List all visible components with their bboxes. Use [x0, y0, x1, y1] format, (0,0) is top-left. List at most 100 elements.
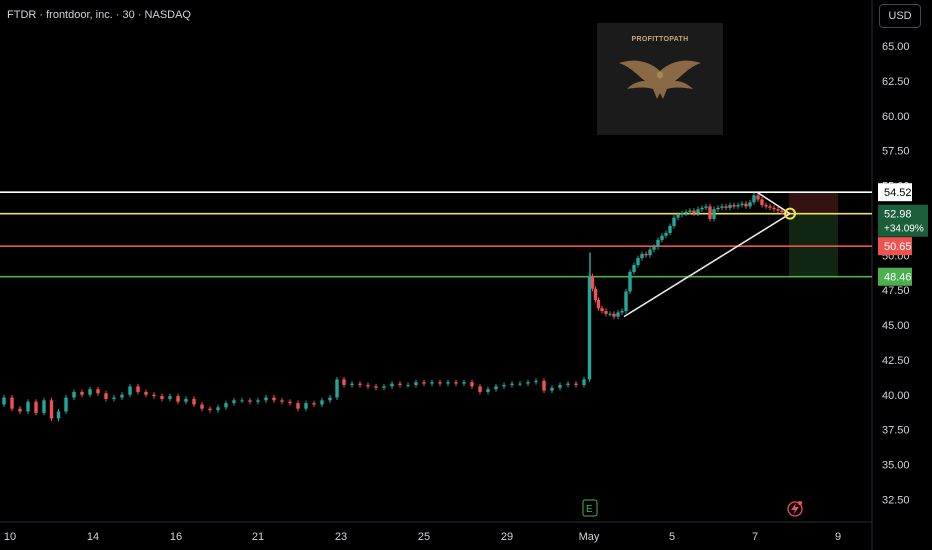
candle	[26, 401, 30, 412]
candle	[652, 246, 656, 250]
y-tick-label: 37.50	[882, 425, 910, 437]
candle	[208, 408, 212, 411]
candle	[542, 380, 546, 391]
candle	[724, 206, 728, 208]
candle	[414, 382, 418, 385]
candle	[120, 394, 124, 398]
candle	[660, 235, 664, 240]
candle	[200, 404, 204, 409]
candle	[608, 313, 612, 315]
x-tick-label: 16	[170, 531, 182, 543]
candle	[216, 407, 220, 411]
candle	[64, 397, 68, 412]
y-tick-label: 45.00	[882, 320, 910, 332]
candle	[596, 299, 601, 309]
candle	[224, 403, 228, 408]
candle	[510, 383, 514, 385]
candle	[72, 391, 76, 398]
symbol-title: FTDR · frontdoor, inc. · 30 · NASDAQ	[7, 9, 191, 21]
candle	[644, 253, 648, 256]
candle	[616, 312, 620, 317]
x-tick-label: 25	[418, 531, 430, 543]
candle	[406, 384, 410, 386]
x-tick-label: 9	[835, 531, 841, 543]
candle	[696, 209, 700, 214]
candle	[350, 383, 354, 385]
candle	[672, 217, 676, 226]
candle	[574, 383, 578, 385]
candle	[104, 393, 108, 399]
candle	[636, 258, 640, 266]
x-tick-label: 7	[752, 531, 758, 543]
candle	[668, 225, 672, 233]
candle	[470, 382, 474, 387]
stop-loss-zone	[789, 192, 838, 214]
candle	[772, 207, 776, 210]
candle	[518, 383, 522, 385]
candle	[684, 212, 688, 214]
candle	[422, 382, 426, 384]
event-bolt-icon	[787, 501, 803, 517]
candle	[184, 398, 188, 402]
current-price-label-bg	[878, 204, 928, 237]
candle	[526, 382, 530, 384]
candle	[454, 382, 458, 384]
candle	[752, 195, 756, 203]
y-tick-label: 42.50	[882, 355, 910, 367]
candle	[566, 383, 570, 385]
candle	[680, 213, 684, 215]
candle	[760, 199, 764, 206]
candle	[374, 386, 378, 388]
candle	[704, 206, 708, 208]
candle	[648, 249, 652, 256]
candle	[628, 271, 632, 292]
candle	[582, 379, 586, 385]
candle	[112, 397, 116, 399]
candle	[590, 276, 595, 289]
candle	[692, 210, 696, 214]
notification-dot	[798, 501, 802, 505]
candle	[736, 205, 740, 207]
candle	[550, 387, 554, 391]
x-tick-label: 23	[335, 531, 347, 543]
price-label-resistance: 54.52	[884, 187, 912, 199]
y-tick-label: 40.00	[882, 390, 910, 402]
candle	[720, 206, 724, 208]
currency-button[interactable]: USD	[879, 4, 921, 28]
y-tick-label: 60.00	[882, 111, 910, 123]
candle	[632, 265, 636, 272]
candle	[712, 209, 716, 219]
candle	[232, 400, 236, 404]
candle	[128, 386, 132, 395]
candle	[176, 396, 180, 402]
candle	[462, 382, 466, 384]
candle	[168, 396, 172, 399]
price-label-target-bg	[878, 267, 912, 286]
candle	[335, 379, 339, 398]
price-change-label: +34.09%	[884, 224, 924, 235]
candle	[612, 313, 616, 317]
candle	[358, 383, 362, 385]
candle	[304, 403, 308, 409]
candle	[534, 380, 538, 383]
candle	[34, 401, 38, 413]
support-trendline	[623, 212, 791, 318]
candle	[320, 400, 324, 405]
watermark-text: PROFITTOPATH	[631, 36, 689, 43]
candle	[366, 384, 370, 387]
y-tick-label: 62.50	[882, 76, 910, 88]
candle	[664, 232, 668, 236]
candle	[624, 291, 628, 312]
candle	[732, 205, 736, 207]
candle	[80, 391, 84, 395]
price-label-resistance-bg	[878, 183, 912, 202]
candle	[676, 214, 680, 218]
candle	[438, 382, 442, 384]
candle	[56, 411, 61, 419]
candle	[390, 383, 394, 387]
candle	[382, 386, 386, 388]
earnings-icon	[582, 499, 598, 517]
candle	[264, 397, 268, 401]
eagle-icon	[619, 60, 701, 99]
